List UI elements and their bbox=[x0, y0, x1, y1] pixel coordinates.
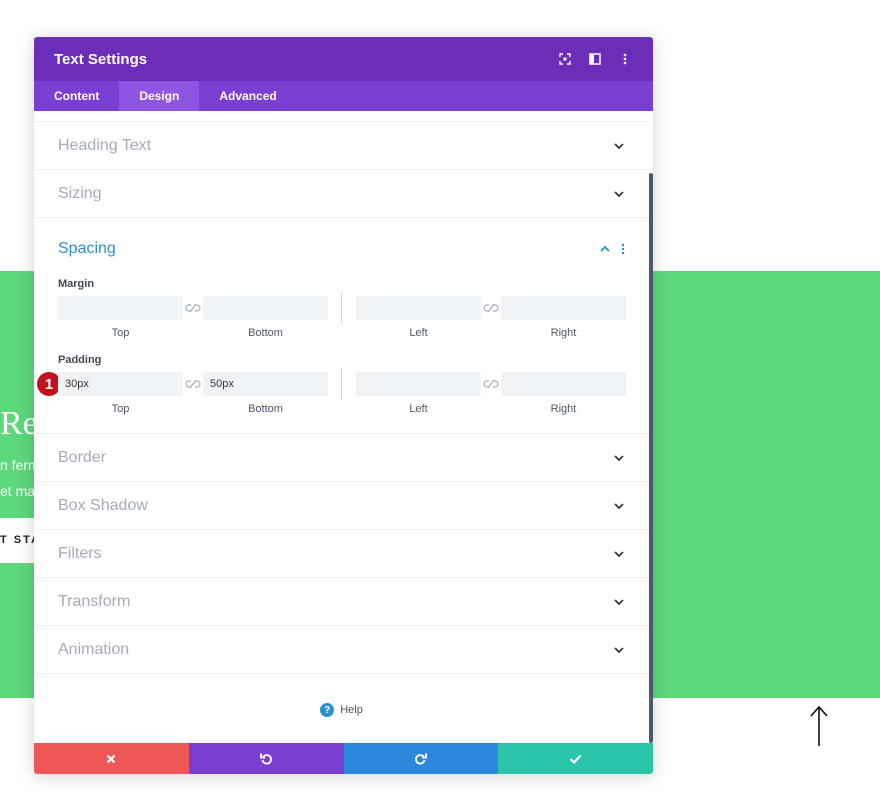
undo-button[interactable] bbox=[188, 743, 344, 774]
split-view-icon[interactable] bbox=[587, 51, 603, 67]
margin-left-label: Left bbox=[409, 327, 428, 339]
save-button[interactable] bbox=[498, 743, 653, 774]
section-title: Box Shadow bbox=[58, 496, 148, 514]
tab-content[interactable]: Content bbox=[54, 89, 100, 103]
section-transform[interactable]: Transform bbox=[34, 578, 649, 626]
modal-tabs: Content Design Advanced bbox=[34, 81, 653, 111]
section-title: Spacing bbox=[58, 240, 116, 257]
spacing-header[interactable]: Spacing bbox=[58, 218, 625, 280]
tab-design[interactable]: Design bbox=[119, 81, 200, 111]
chevron-down-icon bbox=[614, 190, 624, 197]
section-animation[interactable]: Animation bbox=[34, 626, 649, 674]
margin-right-label: Right bbox=[550, 327, 577, 339]
padding-bottom-label: Bottom bbox=[248, 403, 283, 415]
chevron-down-icon bbox=[614, 142, 624, 149]
margin-right-input[interactable] bbox=[501, 296, 626, 320]
section-box-shadow[interactable]: Box Shadow bbox=[34, 482, 649, 530]
background-button-label: T STA bbox=[0, 534, 41, 546]
help-icon: ? bbox=[320, 703, 335, 717]
arrow-up-icon[interactable] bbox=[806, 704, 832, 748]
padding-left-label: Left bbox=[409, 403, 428, 415]
padding-bottom-input[interactable] bbox=[203, 372, 328, 396]
section-title: Border bbox=[58, 448, 107, 466]
padding-right-label: Right bbox=[550, 403, 577, 415]
background-text-line: et ma bbox=[0, 483, 36, 499]
margin-left-input[interactable] bbox=[356, 296, 481, 320]
section-spacing: Spacing Margin Top Bottom Left Right bbox=[34, 218, 649, 434]
chevron-up-icon[interactable] bbox=[599, 245, 611, 253]
padding-left-input[interactable] bbox=[356, 372, 481, 396]
padding-top-label: Top bbox=[111, 403, 130, 415]
section-title: Sizing bbox=[58, 184, 102, 202]
close-icon bbox=[107, 754, 116, 763]
text-settings-modal: Text Settings Content Design Advanced He… bbox=[34, 37, 653, 774]
undo-icon bbox=[259, 753, 272, 765]
more-vertical-icon[interactable] bbox=[621, 243, 625, 255]
section-border[interactable]: Border bbox=[34, 434, 649, 482]
redo-icon bbox=[415, 753, 428, 765]
chevron-down-icon bbox=[614, 502, 624, 509]
divider bbox=[341, 368, 342, 400]
background-text-line: n ferm bbox=[0, 457, 40, 473]
help-link[interactable]: ? Help bbox=[34, 703, 649, 717]
divider bbox=[341, 292, 342, 324]
padding-row: 1 Top Bottom Left Right bbox=[37, 368, 626, 415]
divider bbox=[34, 121, 649, 122]
settings-content: Heading Text Sizing Spacing Margin bbox=[34, 121, 649, 743]
link-icon[interactable] bbox=[185, 303, 201, 313]
modal-footer bbox=[34, 743, 653, 774]
background-heading: Re bbox=[0, 405, 38, 442]
section-sizing[interactable]: Sizing bbox=[34, 170, 649, 218]
chevron-down-icon bbox=[614, 598, 624, 605]
step-badge: 1 bbox=[37, 372, 61, 396]
section-title: Filters bbox=[58, 544, 102, 562]
chevron-down-icon bbox=[614, 454, 624, 461]
margin-top-input[interactable] bbox=[58, 296, 183, 320]
modal-header: Text Settings bbox=[34, 37, 653, 81]
margin-top-label: Top bbox=[111, 327, 130, 339]
margin-bottom-input[interactable] bbox=[203, 296, 328, 320]
section-title: Animation bbox=[58, 640, 130, 658]
section-title: Heading Text bbox=[58, 136, 152, 154]
section-filters[interactable]: Filters bbox=[34, 530, 649, 578]
chevron-down-icon bbox=[614, 550, 624, 557]
margin-label: Margin bbox=[58, 278, 95, 290]
padding-right-input[interactable] bbox=[501, 372, 626, 396]
checkmark-icon bbox=[569, 754, 582, 764]
section-title: Transform bbox=[58, 592, 131, 610]
more-vertical-icon[interactable] bbox=[617, 51, 633, 67]
chevron-down-icon bbox=[614, 646, 624, 653]
padding-label: Padding bbox=[58, 354, 102, 366]
tab-advanced[interactable]: Advanced bbox=[219, 89, 277, 103]
help-label: Help bbox=[340, 704, 363, 716]
cancel-button[interactable] bbox=[34, 743, 189, 774]
margin-row: Top Bottom Left Right bbox=[58, 292, 626, 339]
scrollbar[interactable] bbox=[649, 173, 653, 743]
section-heading-text[interactable]: Heading Text bbox=[34, 122, 649, 170]
modal-title: Text Settings bbox=[54, 50, 148, 68]
link-icon[interactable] bbox=[185, 379, 201, 389]
link-icon[interactable] bbox=[483, 303, 499, 313]
margin-bottom-label: Bottom bbox=[248, 327, 283, 339]
expand-icon[interactable] bbox=[557, 51, 573, 67]
redo-button[interactable] bbox=[343, 743, 499, 774]
padding-top-input[interactable] bbox=[58, 372, 183, 396]
link-icon[interactable] bbox=[483, 379, 499, 389]
